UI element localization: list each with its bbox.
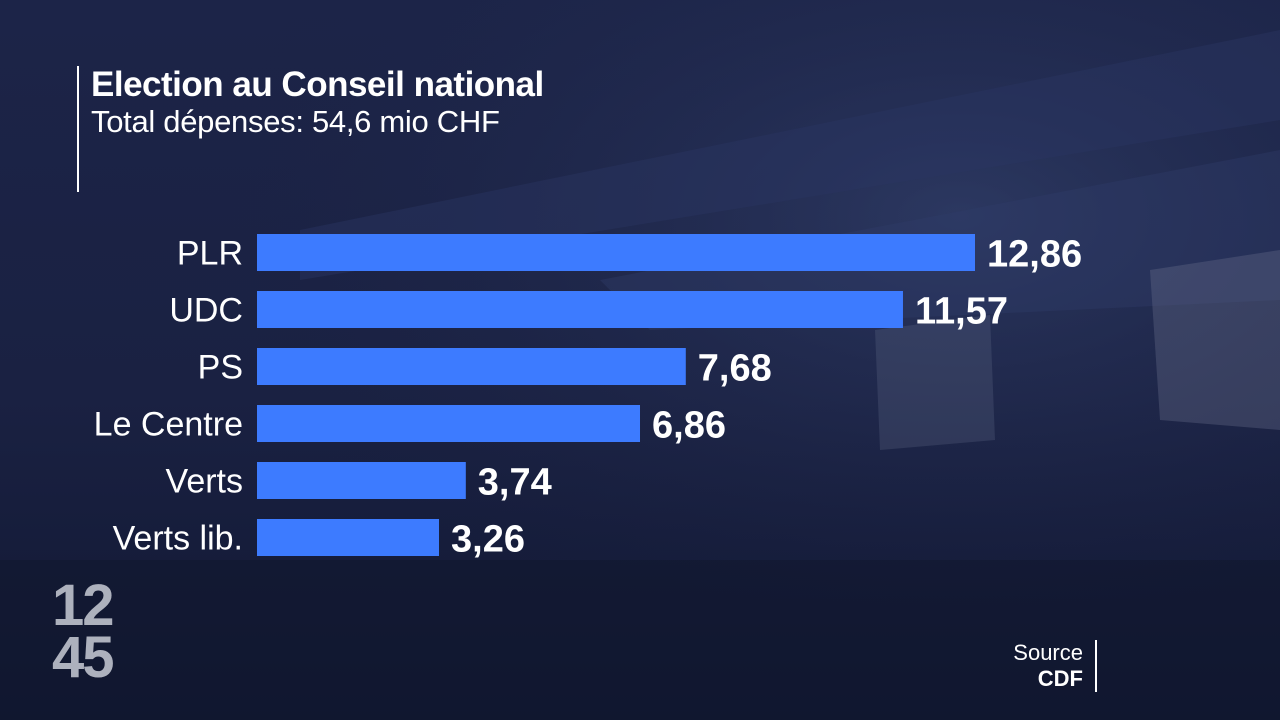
- bar: [257, 462, 466, 499]
- value-label: 7,68: [698, 348, 772, 390]
- bar: [257, 405, 641, 442]
- clock-minutes: 45: [52, 625, 114, 690]
- source-block: Source CDF: [1013, 640, 1097, 692]
- category-label: PLR: [177, 235, 243, 273]
- clock-hours: 12: [52, 573, 114, 638]
- bar: [257, 234, 975, 271]
- chart-subtitle: Total dépenses: 54,6 mio CHF: [91, 104, 500, 139]
- category-label: Verts: [166, 463, 243, 501]
- bar: [257, 291, 903, 328]
- bar: [257, 519, 440, 556]
- source-label: Source: [1013, 640, 1083, 665]
- source-value: CDF: [1037, 666, 1083, 691]
- value-label: 6,86: [652, 405, 726, 447]
- value-label: 11,57: [915, 291, 1008, 333]
- title-block: Election au Conseil national Total dépen…: [77, 66, 544, 192]
- value-label: 3,74: [478, 462, 552, 504]
- value-label: 12,86: [987, 234, 1082, 276]
- value-label: 3,26: [451, 519, 525, 561]
- category-label: UDC: [169, 292, 243, 330]
- bar: [257, 348, 686, 385]
- category-label: PS: [198, 349, 243, 387]
- category-label: Verts lib.: [113, 520, 243, 558]
- chart-title: Election au Conseil national: [91, 65, 544, 104]
- broadcast-clock: 12 45: [52, 573, 114, 690]
- category-label: Le Centre: [94, 406, 243, 444]
